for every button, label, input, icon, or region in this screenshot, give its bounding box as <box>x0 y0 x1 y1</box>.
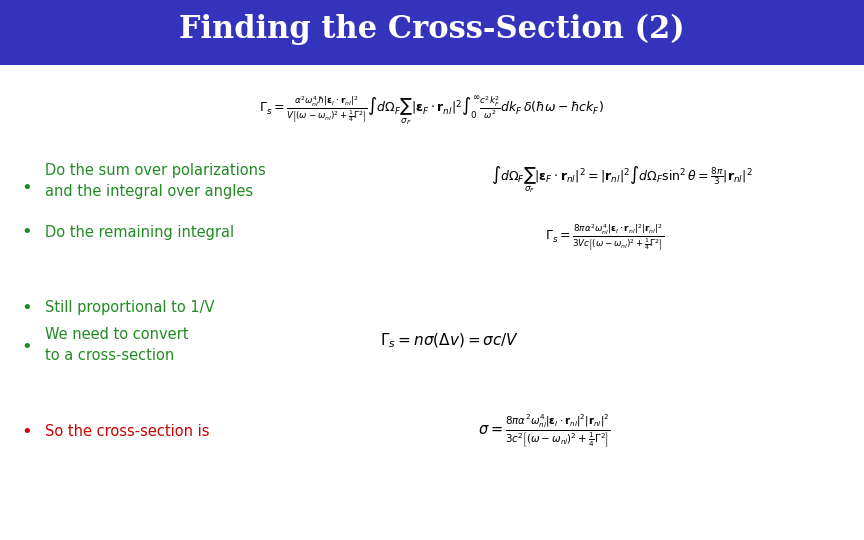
Text: Do the sum over polarizations
and the integral over angles: Do the sum over polarizations and the in… <box>45 163 265 199</box>
Text: $\int d\Omega_F\sum_{\sigma_F}|\boldsymbol{\varepsilon}_F\cdot\mathbf{r}_{nl}|^2: $\int d\Omega_F\sum_{\sigma_F}|\boldsymb… <box>492 164 753 194</box>
Text: •: • <box>22 223 32 241</box>
Text: $\Gamma_s = \frac{\alpha^2\omega_{nl}^4\hbar|\boldsymbol{\varepsilon}_I\cdot\mat: $\Gamma_s = \frac{\alpha^2\omega_{nl}^4\… <box>259 94 605 127</box>
Text: Finding the Cross-Section (2): Finding the Cross-Section (2) <box>179 14 685 45</box>
Text: •: • <box>22 423 32 441</box>
Text: $\sigma = \frac{8\pi\alpha^2\omega_{nl}^4|\boldsymbol{\varepsilon}_I\cdot\mathbf: $\sigma = \frac{8\pi\alpha^2\omega_{nl}^… <box>478 413 611 451</box>
Text: So the cross-section is: So the cross-section is <box>45 424 209 440</box>
FancyBboxPatch shape <box>0 0 864 65</box>
Text: Do the remaining integral: Do the remaining integral <box>45 225 234 240</box>
Text: •: • <box>22 299 32 317</box>
Text: •: • <box>22 179 32 197</box>
Text: •: • <box>22 338 32 356</box>
Text: We need to convert
to a cross-section: We need to convert to a cross-section <box>45 327 188 362</box>
Text: $\Gamma_s = n\sigma(\Delta v) = \sigma c/V$: $\Gamma_s = n\sigma(\Delta v) = \sigma c… <box>379 332 519 350</box>
Text: Still proportional to 1/V: Still proportional to 1/V <box>45 300 214 315</box>
Text: $\Gamma_s = \frac{8\pi\alpha^2\omega_{nl}^4|\boldsymbol{\varepsilon}_I\cdot\math: $\Gamma_s = \frac{8\pi\alpha^2\omega_{nl… <box>545 222 664 253</box>
